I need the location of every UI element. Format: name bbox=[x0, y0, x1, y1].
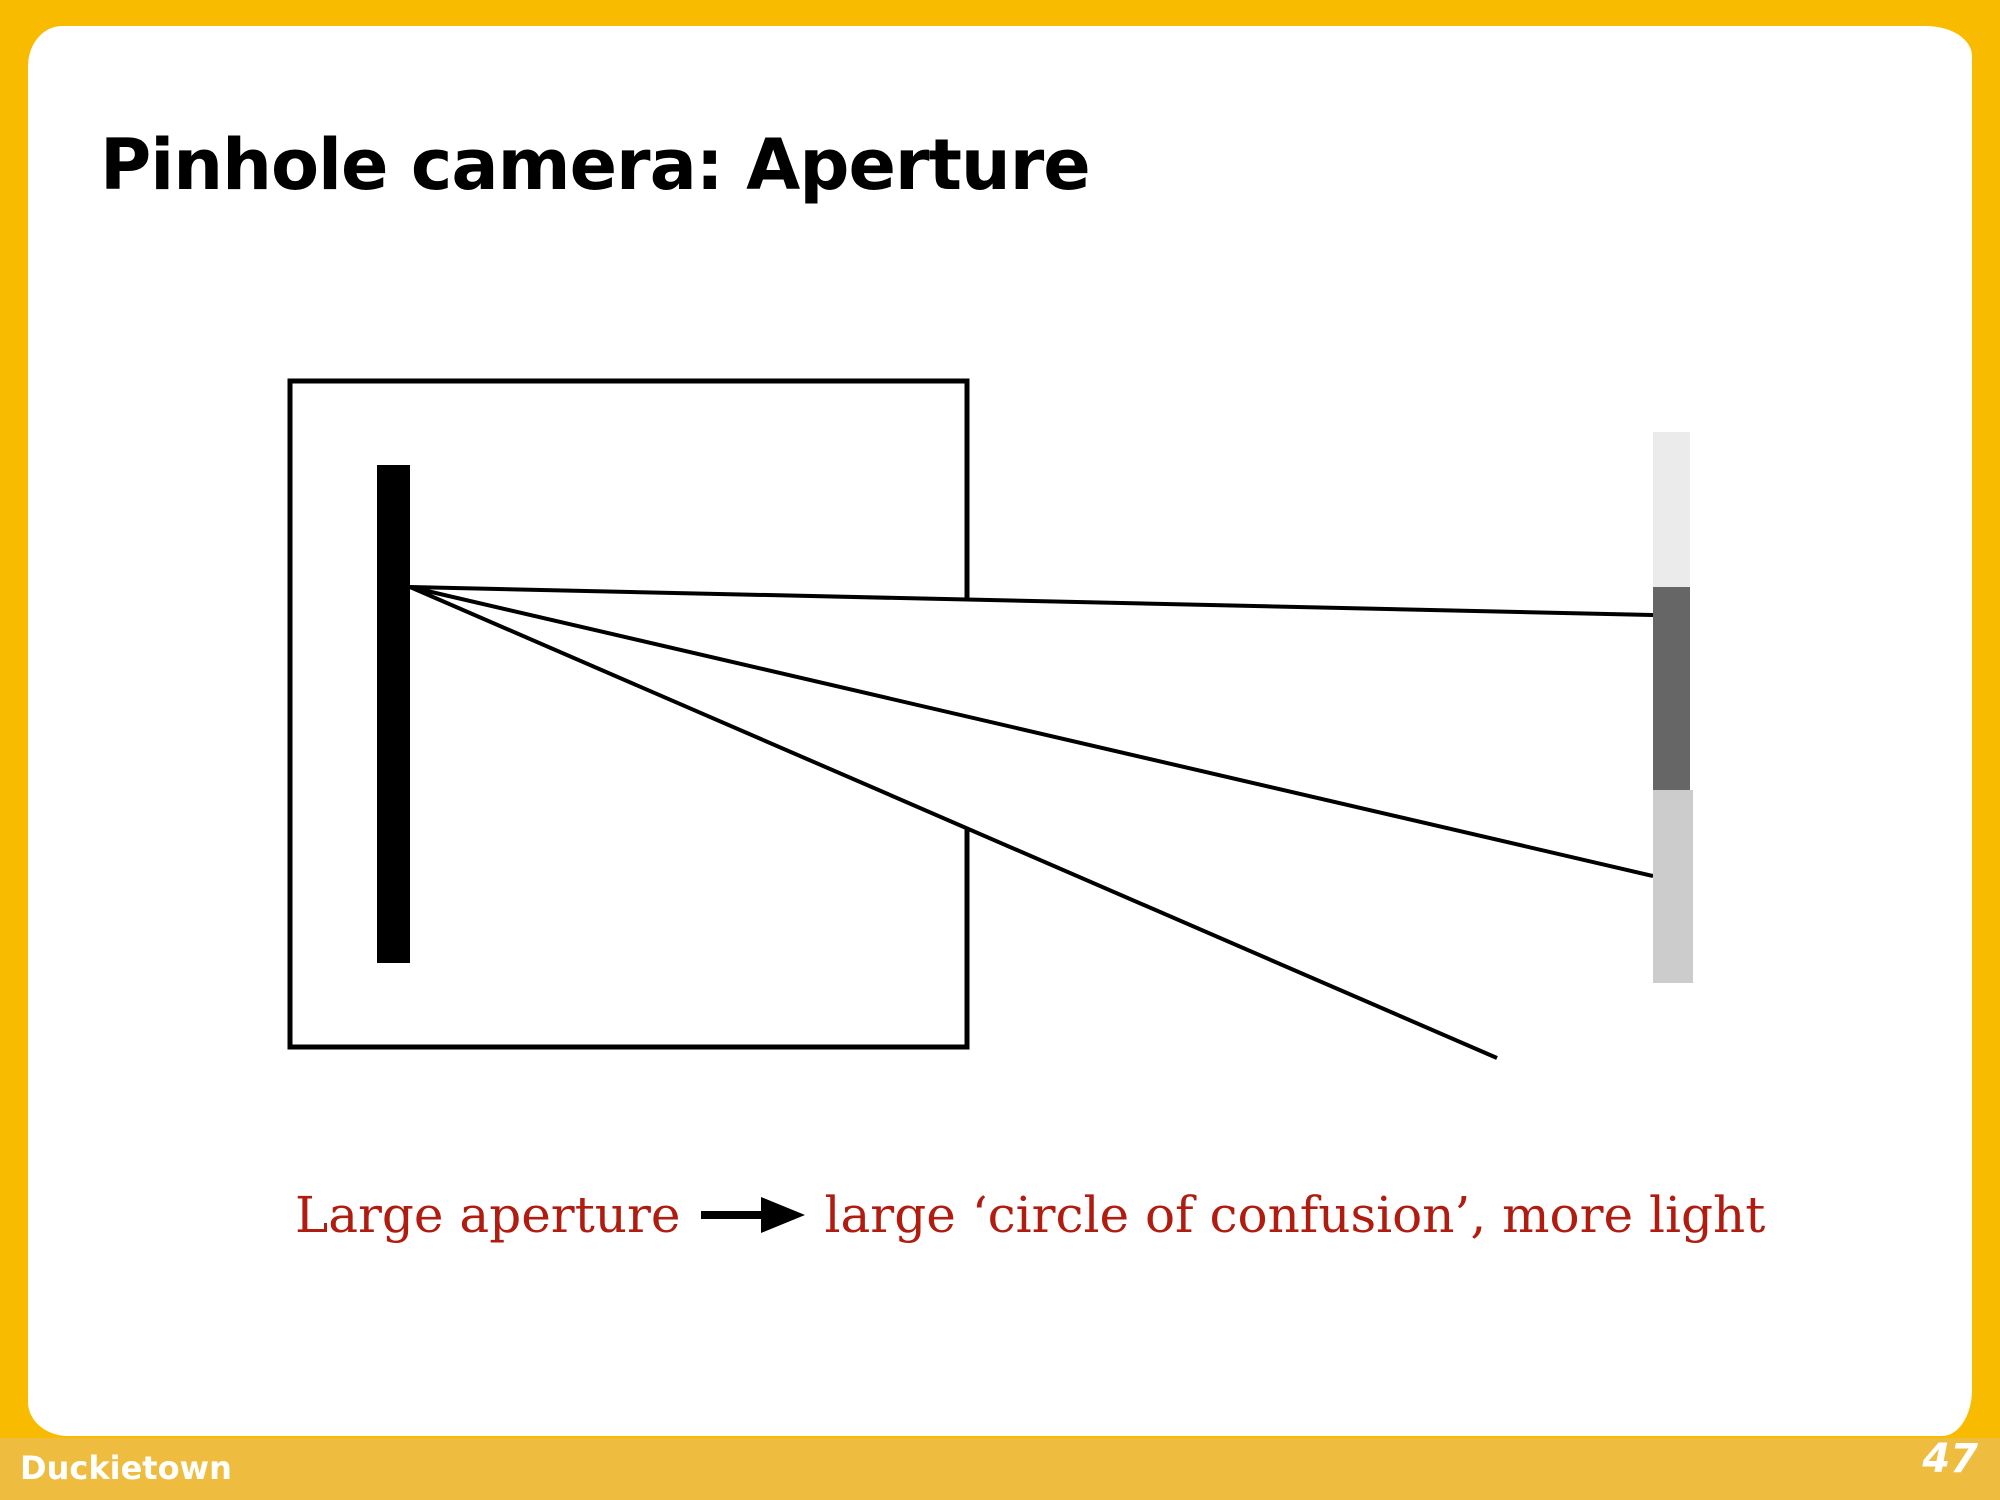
footer-bar bbox=[0, 1438, 2000, 1500]
caption: Large aperture large ‘circle of confusio… bbox=[295, 1185, 1765, 1245]
image-band-middle bbox=[1653, 587, 1690, 790]
image-band-bottom bbox=[1653, 790, 1693, 983]
aperture-opening bbox=[960, 598, 974, 828]
caption-left-text: Large aperture bbox=[295, 1186, 681, 1244]
slide-panel bbox=[28, 26, 1972, 1436]
object-bar bbox=[377, 465, 410, 963]
page-number: 47 bbox=[1922, 1436, 1978, 1482]
light-ray-middle bbox=[409, 585, 1654, 878]
light-ray-bottom bbox=[409, 585, 1498, 1060]
caption-right-text: large ‘circle of confusion’, more light bbox=[824, 1186, 1766, 1244]
light-ray-top bbox=[409, 585, 1654, 617]
image-band-top bbox=[1653, 432, 1690, 587]
right-arrow-icon bbox=[700, 1197, 805, 1233]
footer-brand: Duckietown bbox=[20, 1449, 232, 1487]
camera-box-outline bbox=[287, 378, 970, 1050]
slide-title: Pinhole camera: Aperture bbox=[100, 124, 1091, 206]
